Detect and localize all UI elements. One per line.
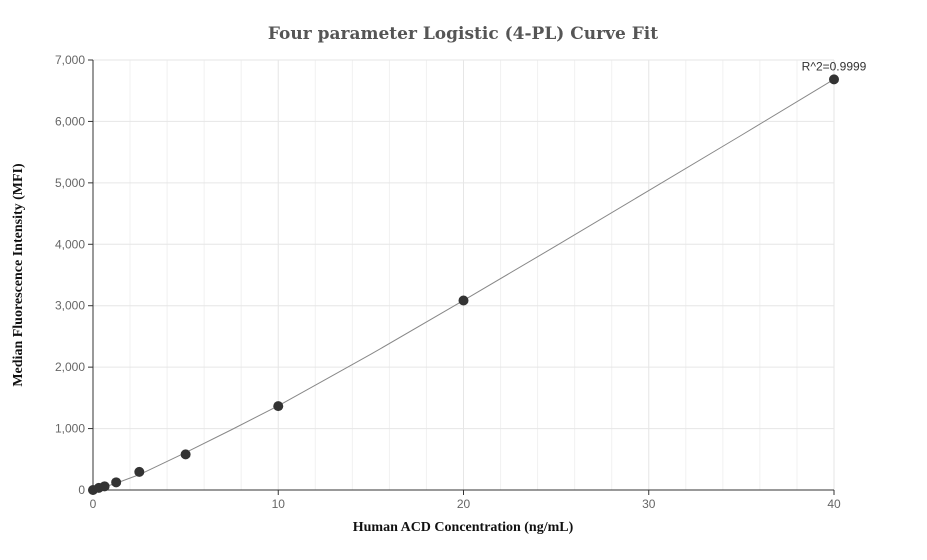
y-tick-label: 6,000 (55, 114, 85, 128)
y-tick-label: 5,000 (55, 176, 85, 190)
data-point (134, 466, 145, 477)
x-tick-label: 30 (642, 497, 656, 511)
x-tick-label: 40 (827, 497, 841, 511)
data-point (273, 401, 284, 412)
x-axis-label: Human ACD Concentration (ng/mL) (353, 520, 574, 535)
data-point (458, 295, 469, 306)
x-tick-label: 0 (90, 497, 97, 511)
r-squared-annotation: R^2=0.9999 (802, 59, 867, 73)
data-point (180, 449, 191, 460)
tick-labels: 0 10 20 30 40 0 1,000 2,000 3,000 4,000 5,000 6,000… (55, 53, 841, 511)
data-points (88, 74, 839, 495)
y-tick-label: 2,000 (55, 360, 85, 374)
y-tick-label: 1,000 (55, 422, 85, 436)
axes (88, 59, 835, 495)
data-point (111, 477, 122, 488)
data-point (99, 481, 110, 492)
y-tick-label: 3,000 (55, 299, 85, 313)
x-tick-label: 20 (457, 497, 471, 511)
grid (92, 59, 835, 491)
chart-title: Four parameter Logistic (4-PL) Curve Fit (268, 24, 658, 44)
data-point (829, 74, 839, 85)
y-axis-label: Median Fluorescence Intensity (MFI) (11, 163, 26, 387)
y-tick-label: 4,000 (55, 237, 85, 251)
y-tick-label: 0 (78, 483, 85, 497)
x-tick-label: 10 (272, 497, 286, 511)
y-tick-label: 7,000 (55, 53, 85, 67)
